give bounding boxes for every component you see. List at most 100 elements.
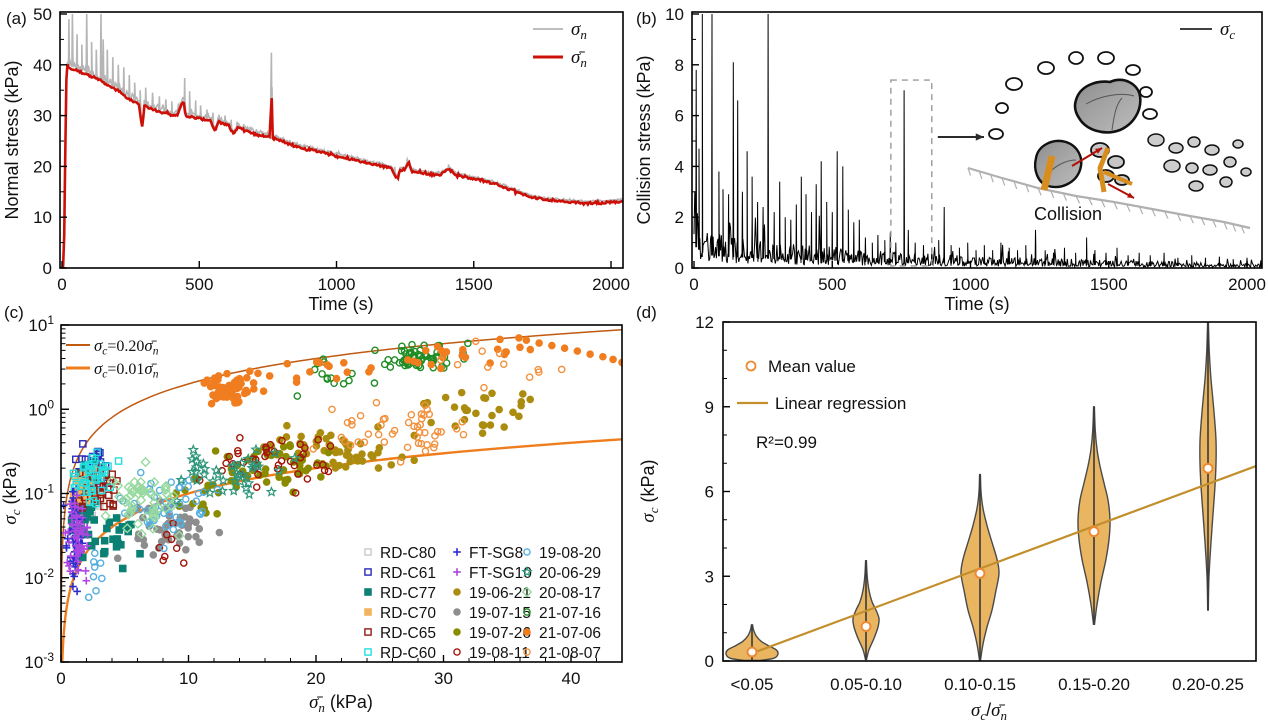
y-tick-label: 30 [33, 107, 52, 126]
pebble [1005, 77, 1023, 91]
sensor-bar [1103, 170, 1133, 186]
highlight-box [890, 79, 933, 267]
x-tick-label: 20 [307, 669, 326, 688]
panel-a-series [60, 13, 623, 268]
plot-frame [691, 11, 1263, 269]
pebble [1204, 144, 1220, 156]
legend-text-21-07-06: 21-07-06 [539, 625, 601, 642]
legend-text-20-06-29: 20-06-29 [539, 565, 601, 582]
panel-c-plot [61, 328, 622, 662]
x-axis-label: σc/σ̄n [971, 700, 1007, 723]
pebble [1202, 164, 1218, 176]
x-tick-label: 500 [185, 275, 213, 294]
legend-text-RD-C65: RD-C65 [380, 625, 436, 642]
x-tick-label: 10 [179, 669, 198, 688]
mean-marker [974, 567, 986, 579]
legend-entry-21-08-07: 21-08-07 [523, 645, 601, 662]
y-tick-label: 12 [695, 313, 714, 332]
pebble [1068, 51, 1084, 65]
panel-label-c: (c) [4, 303, 24, 322]
legend-text-RD-C80: RD-C80 [380, 545, 436, 562]
legend-entry-20-06-29: 20-06-29 [521, 565, 601, 582]
x-tick-label: 2000 [1228, 275, 1266, 294]
legend-entry-19-07-26: 19-07-26 [453, 625, 531, 642]
y-tick-label: 3 [705, 567, 714, 586]
legend-label-sigma-c: σc [1220, 19, 1235, 42]
legend-entry-FT-SG10: FT-SG10 [453, 565, 532, 582]
pebble [1142, 108, 1158, 120]
x-tick-label: 1000 [318, 275, 356, 294]
legend-text-21-08-07: 21-08-07 [539, 645, 601, 662]
legend-d: Mean value Linear regression R²=0.99 [737, 357, 906, 452]
mean-normal-stress-line [60, 63, 623, 268]
y-tick-label: 4 [675, 157, 684, 176]
legend-text-RD-C70: RD-C70 [380, 605, 436, 622]
legend-entry-RD-C70: RD-C70 [364, 605, 436, 622]
legend-entry-RD-C77: RD-C77 [364, 585, 436, 602]
mean-marker [860, 621, 872, 633]
series-20-06-29 [171, 443, 301, 507]
y-tick-label: 10 [665, 5, 684, 24]
x-axis-label: σ̄n (kPa) [309, 692, 373, 715]
x-tick-label: 1000 [952, 275, 990, 294]
series-20-08-17 [100, 456, 185, 541]
legend-text-19-08-11: 19-08-11 [469, 645, 530, 662]
y-tick-label: 50 [33, 5, 52, 24]
y-tick-label: 6 [705, 483, 714, 502]
legend-text-19-06-21: 19-06-21 [469, 585, 531, 602]
x-tick-label: 0 [689, 275, 698, 294]
bound-legend-label-0: σc=0.20σ̄n [94, 336, 159, 358]
pebble [1125, 64, 1141, 76]
x-category-label: 0.15-0.20 [1058, 675, 1130, 694]
y-tick-label: 2 [675, 208, 684, 227]
y-tick-label: 8 [675, 56, 684, 75]
panel-label-a: (a) [6, 9, 27, 28]
legend-a: σn σ̄n [533, 19, 587, 70]
legend-text-RD-C77: RD-C77 [380, 585, 436, 602]
series-21-07-06 [200, 334, 622, 408]
bound-legend-label-1: σc=0.01σ̄n [94, 359, 159, 381]
x-tick-label: 0 [57, 275, 66, 294]
x-tick-label: 30 [434, 669, 453, 688]
x-category-label: 0.20-0.25 [1172, 675, 1244, 694]
pebble [1139, 86, 1153, 98]
y-tick-label: 40 [33, 56, 52, 75]
pebble [1168, 142, 1184, 154]
x-category-label: 0.05-0.10 [830, 675, 902, 694]
legend-regression-label: Linear regression [775, 394, 906, 413]
collision-stress-line [693, 13, 1262, 268]
pebble [1187, 136, 1201, 148]
bound-line-0 [61, 328, 622, 662]
pebble [1188, 180, 1204, 192]
y-axis-label: σc (kPa) [0, 461, 23, 524]
x-category-label: 0.10-0.15 [944, 675, 1016, 694]
legend-label-sigma-n-mean: σ̄n [571, 47, 587, 70]
legend-entry-RD-C61: RD-C61 [364, 565, 436, 582]
collision-inset-illustration: Collision [967, 51, 1252, 234]
legend-entry-19-08-11: 19-08-11 [453, 645, 530, 662]
legend-entry-RD-C80: RD-C80 [364, 545, 436, 562]
x-category-label: <0.05 [730, 675, 773, 694]
y-tick-label: 0 [675, 259, 684, 278]
x-axis-label: Time (s) [308, 294, 373, 314]
legend-text-19-07-26: 19-07-26 [469, 625, 531, 642]
y-tick-label: 101 [28, 313, 54, 335]
pebble [1037, 61, 1055, 75]
pebble [1240, 167, 1252, 177]
panel-label-d: (d) [636, 303, 657, 322]
legend-entry-19-08-20: 19-08-20 [523, 545, 601, 562]
legend-entry-19-07-15: 19-07-15 [453, 605, 531, 622]
x-tick-label: 0 [56, 669, 65, 688]
y-axis-label: Normal stress (kPa) [2, 60, 22, 219]
legend-entry-FT-SG8: FT-SG8 [453, 545, 523, 562]
y-tick-label: 0 [705, 652, 714, 671]
inset-caption: Collision [1034, 204, 1102, 224]
y-tick-label: 0 [43, 259, 52, 278]
pebble [988, 128, 1004, 140]
legend-text-19-08-20: 19-08-20 [539, 545, 601, 562]
pebble [1163, 159, 1181, 173]
pebble [995, 102, 1009, 114]
violin-0.15-0.20 [1077, 406, 1111, 625]
x-tick-label: 1500 [1090, 275, 1128, 294]
